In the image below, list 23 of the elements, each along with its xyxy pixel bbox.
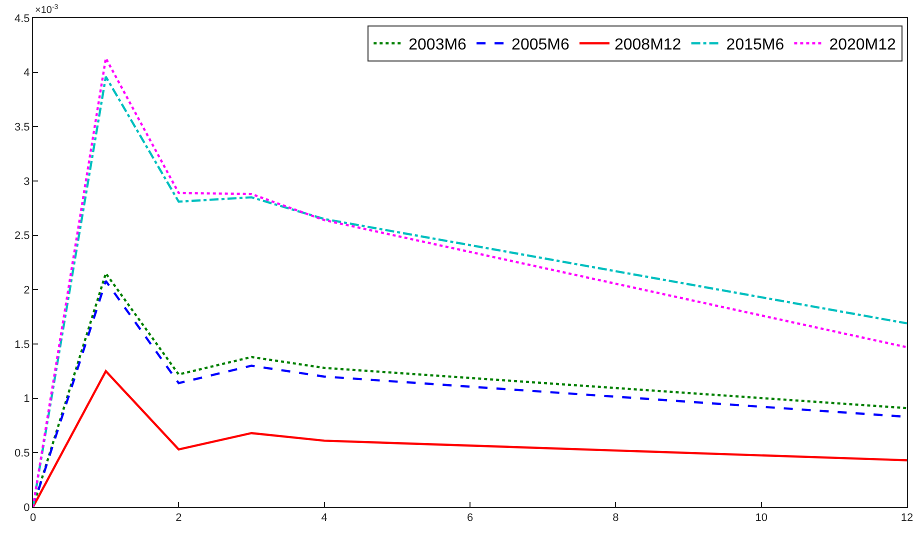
line-series bbox=[33, 370, 907, 507]
x-tick-label: 2 bbox=[176, 512, 182, 524]
y-tick-label: 2 bbox=[24, 284, 30, 297]
y-tick-label: 4 bbox=[24, 67, 30, 80]
x-tick-label: 6 bbox=[466, 512, 474, 524]
x-tick-label: 8 bbox=[612, 512, 619, 524]
y-tick-label: 2.5 bbox=[14, 230, 30, 242]
y-tick-label: 4.5 bbox=[14, 12, 30, 25]
y-tick-label: 0 bbox=[24, 502, 30, 514]
legend-label: 2008M12 bbox=[614, 36, 682, 54]
y-tick-label: 1.5 bbox=[14, 338, 30, 351]
x-tick-label: 10 bbox=[755, 512, 768, 524]
legend-label: 2005M6 bbox=[512, 36, 570, 54]
legend-label: 2003M6 bbox=[408, 36, 467, 54]
y-tick-label: 3 bbox=[24, 176, 30, 188]
y-tick-label: 1 bbox=[24, 393, 30, 406]
legend-label: 2015M6 bbox=[726, 36, 784, 54]
y-tick-label: 0.5 bbox=[14, 448, 30, 460]
y-tick-label: 3.5 bbox=[14, 122, 30, 134]
text: ×10$^{-3}$ bbox=[35, 4, 58, 16]
legend-label: 2020M12 bbox=[829, 36, 896, 54]
x-tick-label: 12 bbox=[900, 512, 914, 524]
x-tick-label: 4 bbox=[321, 512, 328, 524]
